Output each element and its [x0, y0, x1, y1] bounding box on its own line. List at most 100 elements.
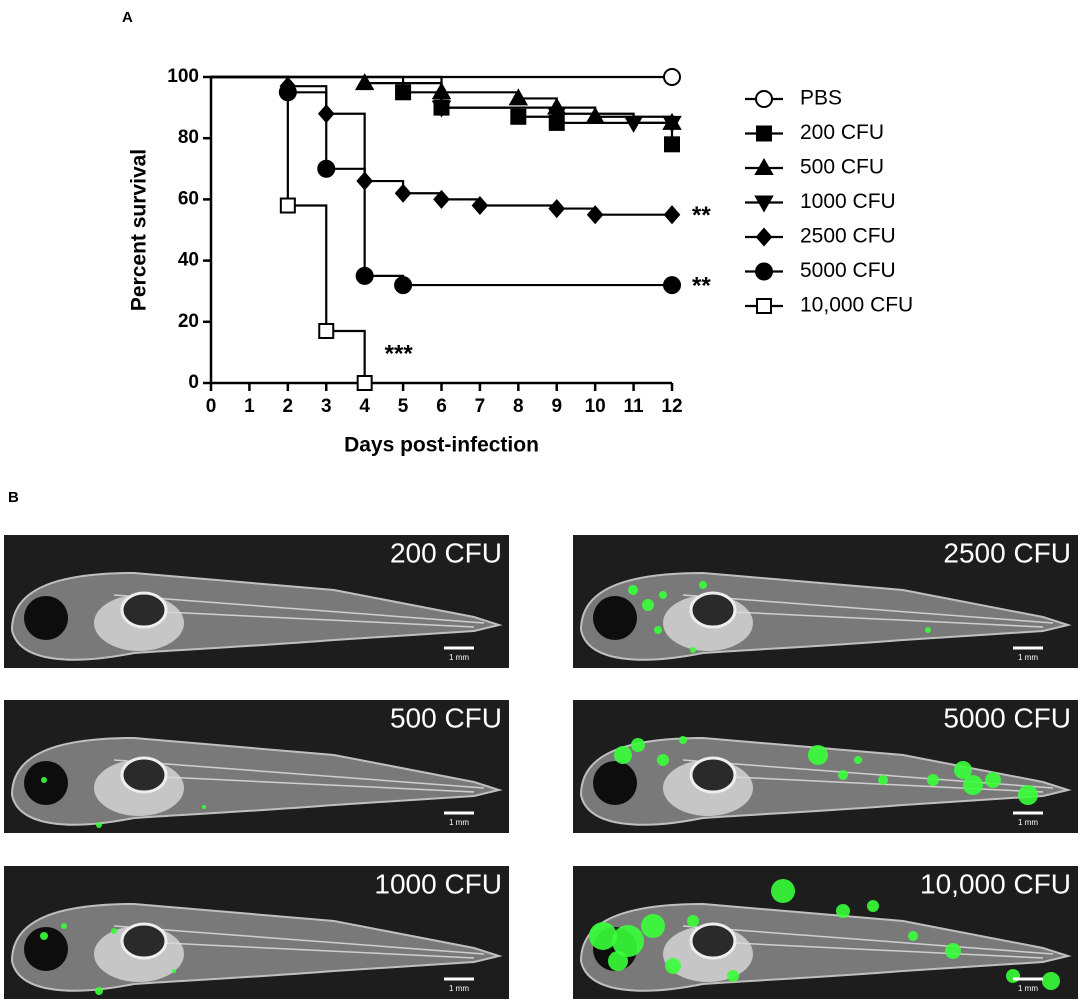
scale-label: 1 mm: [449, 653, 469, 662]
fluorescence: [908, 931, 918, 941]
fish-bladder: [689, 591, 737, 629]
legend-marker: [756, 125, 772, 142]
legend-label: 500 CFU: [800, 156, 884, 179]
fluorescence: [945, 943, 961, 959]
x-tick-label: 6: [436, 396, 447, 417]
fluorescence: [41, 777, 47, 783]
marker: [395, 84, 412, 101]
fluorescence: [687, 915, 699, 927]
marker: [318, 322, 335, 339]
image-label: 5000 CFU: [943, 702, 1071, 733]
image-label: 2500 CFU: [943, 537, 1071, 568]
y-tick-label: 40: [178, 250, 199, 271]
x-tick-label: 12: [661, 396, 682, 417]
fish-eye: [593, 761, 637, 805]
fluorescence: [727, 970, 739, 982]
legend-label: 1000 CFU: [800, 190, 896, 213]
scale-label: 1 mm: [1018, 653, 1038, 662]
fluorescence: [96, 822, 102, 828]
significance: ***: [385, 340, 414, 367]
fluorescence: [95, 987, 103, 995]
legend-label: 5000 CFU: [800, 259, 896, 282]
x-tick-label: 11: [624, 396, 645, 417]
marker: [663, 205, 681, 225]
fluorescence: [628, 585, 638, 595]
marker: [354, 73, 375, 91]
fluorescence: [665, 958, 681, 974]
fluorescence: [690, 647, 696, 653]
legend-label: 10,000 CFU: [800, 294, 913, 317]
fish-image: 200 CFU 1 mm: [4, 535, 509, 668]
fish-spine: [113, 594, 485, 628]
fluorescence: [614, 746, 632, 764]
legend-marker: [754, 157, 774, 175]
marker: [664, 136, 680, 153]
marker: [623, 115, 644, 133]
fish-eye: [24, 596, 68, 640]
marker: [394, 183, 412, 203]
image-label: 200 CFU: [390, 537, 502, 568]
legend-label: 200 CFU: [800, 121, 884, 144]
marker: [433, 189, 450, 209]
significance: **: [692, 202, 711, 229]
panel-label: B: [8, 489, 19, 506]
survival-line: [211, 75, 366, 383]
marker: [662, 115, 682, 133]
fluorescence: [771, 879, 795, 903]
fish-spine: [682, 925, 1054, 959]
fish-eye: [593, 596, 637, 640]
y-tick-label: 80: [178, 127, 199, 148]
fluorescence: [202, 805, 206, 809]
fish-image: 1000 CFU 1 mm: [4, 866, 509, 999]
fluorescence: [679, 736, 687, 744]
fluorescence: [654, 626, 662, 634]
x-axis-label: Days post-infection: [344, 434, 539, 457]
fluorescence: [867, 900, 879, 912]
fluorescence: [40, 932, 48, 940]
panel-label: A: [122, 9, 133, 26]
fluorescence: [925, 627, 931, 633]
marker: [317, 159, 336, 178]
x-tick-label: 7: [475, 396, 486, 417]
marker: [508, 88, 529, 106]
fluorescence: [954, 761, 972, 779]
y-tick-label: 60: [178, 188, 199, 209]
marker: [394, 276, 413, 295]
x-tick-label: 4: [359, 396, 370, 417]
marker: [663, 68, 681, 86]
fish-eye: [24, 761, 68, 805]
fluorescence: [927, 774, 939, 786]
fluorescence: [1042, 972, 1060, 990]
fluorescence: [612, 925, 644, 957]
fluorescence: [836, 904, 850, 918]
fluorescence: [808, 745, 828, 765]
marker: [356, 375, 373, 391]
fluorescence: [1006, 969, 1020, 983]
marker: [471, 196, 489, 216]
y-tick-label: 20: [178, 311, 199, 332]
fish-image: 5000 CFU 1 mm: [573, 700, 1078, 833]
fluorescence: [878, 775, 888, 785]
legend-marker: [754, 195, 774, 213]
fluorescence: [172, 969, 176, 973]
significance: **: [692, 272, 711, 299]
x-tick-label: 0: [206, 396, 217, 417]
fluorescence: [985, 772, 1001, 788]
fluorescence: [61, 923, 67, 929]
image-label: 500 CFU: [390, 702, 502, 733]
y-tick-label: 0: [188, 372, 199, 393]
marker: [510, 108, 527, 125]
fish-image: 2500 CFU 1 mm: [573, 535, 1078, 668]
marker: [355, 266, 374, 285]
marker: [548, 199, 566, 219]
fish-bladder: [689, 756, 737, 794]
y-axis-label: Percent survival: [128, 149, 151, 311]
fluorescence: [1018, 785, 1038, 805]
fluorescence: [641, 914, 665, 938]
x-tick-label: 5: [398, 396, 409, 417]
legend-label: 2500 CFU: [800, 225, 896, 248]
legend-marker: [755, 262, 773, 281]
x-tick-label: 8: [513, 396, 524, 417]
image-label: 1000 CFU: [374, 868, 502, 899]
